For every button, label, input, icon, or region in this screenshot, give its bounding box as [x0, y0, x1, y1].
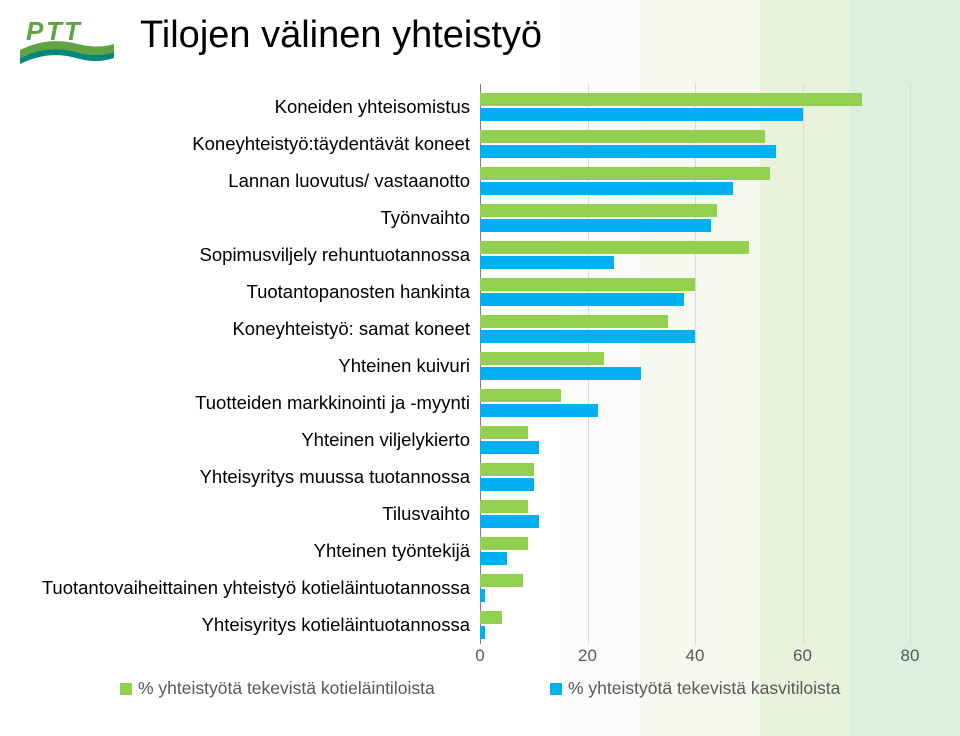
bar: [480, 130, 765, 143]
bar: [480, 167, 770, 180]
x-tick-label: 0: [475, 646, 484, 666]
category-label: Yhteinen työntekijä: [20, 540, 470, 562]
legend-item: % yhteistyötä tekevistä kotieläintiloist…: [120, 678, 435, 699]
category-label: Yhteinen viljelykierto: [20, 429, 470, 451]
category-label: Koneyhteistyö:täydentävät koneet: [20, 133, 470, 155]
category-label: Yhteinen kuivuri: [20, 355, 470, 377]
category-label: Tuotantopanosten hankinta: [20, 281, 470, 303]
bar: [480, 145, 776, 158]
bar: [480, 219, 711, 232]
legend-label: % yhteistyötä tekevistä kasvitiloista: [568, 678, 840, 699]
bar: [480, 404, 598, 417]
bar: [480, 626, 485, 639]
bar: [480, 182, 733, 195]
legend-swatch: [120, 683, 132, 695]
category-label: Tilusvaihto: [20, 503, 470, 525]
category-label: Koneiden yhteisomistus: [20, 96, 470, 118]
chart: Koneiden yhteisomistus Koneyhteistyö:täyd…: [0, 84, 960, 684]
slide: P T T Tilojen välinen yhteistyö Koneiden…: [0, 0, 960, 736]
gridline: [910, 84, 911, 644]
bar: [480, 426, 528, 439]
bar: [480, 500, 528, 513]
bar: [480, 537, 528, 550]
category-label: Työnvaihto: [20, 207, 470, 229]
svg-text:T: T: [46, 16, 64, 46]
bar: [480, 315, 668, 328]
bar: [480, 293, 684, 306]
legend-label: % yhteistyötä tekevistä kotieläintiloist…: [138, 678, 435, 699]
category-label: Yhteisyritys kotieläintuotannossa: [20, 614, 470, 636]
category-label: Yhteisyritys muussa tuotannossa: [20, 466, 470, 488]
bar: [480, 352, 604, 365]
bar: [480, 574, 523, 587]
x-tick-label: 80: [901, 646, 920, 666]
x-tick-label: 20: [578, 646, 597, 666]
svg-text:T: T: [64, 16, 82, 46]
bar: [480, 93, 862, 106]
chart-title: Tilojen välinen yhteistyö: [140, 14, 542, 57]
category-label: Sopimusviljely rehuntuotannossa: [20, 244, 470, 266]
legend-item: % yhteistyötä tekevistä kasvitiloista: [550, 678, 840, 699]
bar: [480, 256, 614, 269]
category-label: Tuotteiden markkinointi ja -myynti: [20, 392, 470, 414]
x-tick-label: 60: [793, 646, 812, 666]
bar: [480, 611, 502, 624]
x-axis: 020406080: [480, 644, 910, 664]
bar: [480, 463, 534, 476]
legend-swatch: [550, 683, 562, 695]
svg-text:P: P: [26, 16, 44, 46]
category-label: Tuotantovaiheittainen yhteistyö kotieläi…: [20, 577, 470, 599]
gridline: [803, 84, 804, 644]
logo: P T T: [18, 14, 118, 75]
bar: [480, 278, 695, 291]
bar: [480, 330, 695, 343]
bar: [480, 515, 539, 528]
bar: [480, 241, 749, 254]
x-tick-label: 40: [686, 646, 705, 666]
bar: [480, 389, 561, 402]
bar: [480, 441, 539, 454]
bar: [480, 589, 485, 602]
bar: [480, 204, 717, 217]
bar: [480, 552, 507, 565]
category-label: Koneyhteistyö: samat koneet: [20, 318, 470, 340]
bar: [480, 478, 534, 491]
bar: [480, 108, 803, 121]
category-label: Lannan luovutus/ vastaanotto: [20, 170, 470, 192]
bar: [480, 367, 641, 380]
